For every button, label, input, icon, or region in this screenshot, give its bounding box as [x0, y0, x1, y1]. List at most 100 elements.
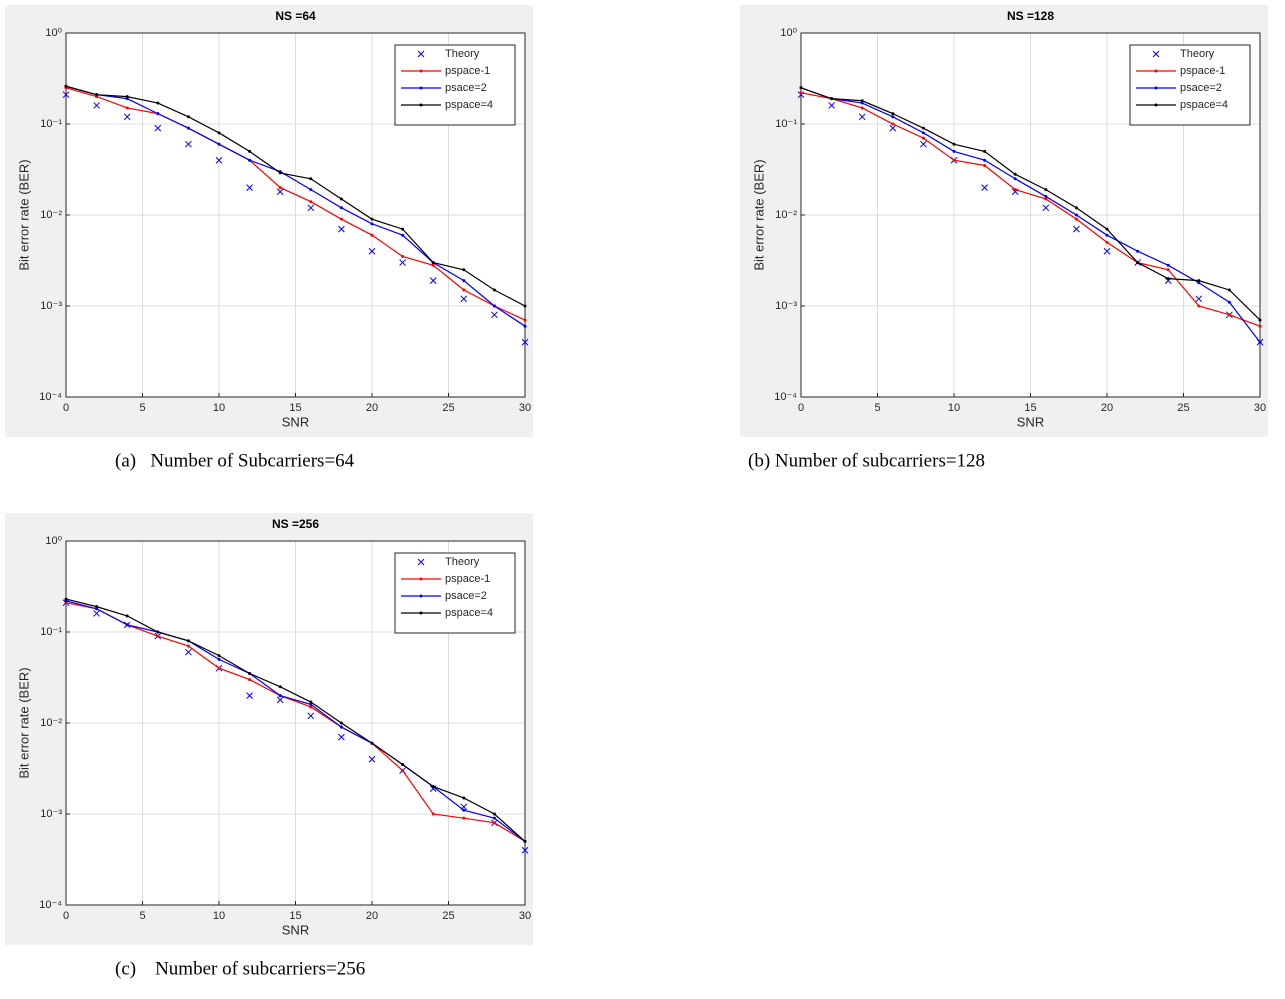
data-point: [217, 666, 221, 670]
data-point: [1013, 177, 1017, 181]
legend-swatch: [417, 50, 425, 58]
data-point: [1105, 227, 1109, 231]
legend-label: Theory: [445, 48, 480, 60]
x-tick-label: 25: [1177, 402, 1189, 414]
data-point: [860, 101, 864, 105]
data-point: [307, 712, 315, 720]
legend-swatch: [419, 86, 423, 90]
chart: 0 5 10 15 20 25 30 10⁻⁴ 10⁻³ 10⁻² 10⁻¹ 10⁰ NS =64 SNR…: [5, 5, 533, 437]
data-point: [93, 610, 100, 617]
legend-swatch: [419, 577, 423, 581]
legend-swatch: [419, 611, 423, 615]
data-point: [492, 812, 496, 816]
legend-label: pspace-1: [445, 65, 490, 77]
data-point: [399, 259, 406, 266]
legend-label: pspace=4: [445, 607, 493, 619]
plot-frame: [65, 32, 526, 398]
data-point: [462, 796, 466, 800]
figure-caption: (a) Number of Subcarriers=64: [115, 450, 355, 471]
legend-swatch: [419, 103, 423, 107]
data-point: [1103, 247, 1111, 255]
y-tick-label: 10⁻¹: [40, 626, 62, 638]
y-tick-label: 10⁻²: [775, 209, 797, 221]
data-point: [278, 186, 282, 190]
data-point: [1042, 204, 1050, 212]
legend-label: psace=2: [1180, 82, 1222, 94]
data-point: [1166, 263, 1170, 267]
x-tick-label: 5: [874, 402, 880, 414]
x-tick-label: 20: [1101, 402, 1113, 414]
x-tick-label: 10: [213, 910, 225, 922]
figure-caption: (c) Number of subcarriers=256: [115, 958, 365, 979]
series-line: [800, 87, 1261, 343]
data-point: [368, 247, 376, 255]
data-point: [1074, 217, 1078, 221]
legend-swatch: [1154, 86, 1158, 90]
data-point: [339, 206, 343, 210]
data-point: [952, 158, 956, 162]
x-axis-label: SNR: [282, 414, 309, 429]
x-tick-label: 10: [213, 402, 225, 414]
data-point: [309, 177, 313, 181]
data-point: [1105, 240, 1109, 244]
series-line: [800, 92, 1261, 327]
legend-swatch: [417, 558, 425, 566]
x-tick-label: 15: [289, 402, 301, 414]
data-point: [1044, 197, 1048, 201]
data-point: [983, 149, 987, 153]
data-point: [1013, 172, 1017, 176]
data-point: [981, 184, 988, 191]
data-point: [215, 156, 223, 164]
data-point: [1044, 188, 1048, 192]
chart: 0 5 10 15 20 25 30 10⁻⁴ 10⁻³ 10⁻² 10⁻¹ 10⁰ NS =128 SN…: [740, 5, 1268, 437]
data-point: [278, 685, 282, 689]
x-tick-label: 25: [442, 910, 454, 922]
y-tick-label: 10⁻⁴: [39, 899, 62, 911]
chart: 0 5 10 15 20 25 30 10⁻⁴ 10⁻³ 10⁻² 10⁻¹ 10⁰ NS =256 SN…: [5, 513, 533, 945]
data-point: [62, 91, 70, 99]
data-point: [521, 338, 529, 346]
x-tick-label: 25: [442, 402, 454, 414]
data-point: [1074, 213, 1078, 217]
data-point: [462, 268, 466, 272]
data-point: [276, 696, 284, 704]
data-point: [858, 113, 866, 121]
data-point: [156, 634, 160, 638]
series-line: [65, 602, 526, 842]
data-point: [339, 217, 343, 221]
data-point: [154, 124, 162, 132]
x-tick-label: 0: [798, 402, 804, 414]
data-point: [278, 694, 282, 698]
data-point: [1044, 194, 1048, 198]
legend-box: [1129, 44, 1251, 126]
data-point: [431, 785, 435, 789]
data-point: [491, 311, 498, 319]
data-point: [217, 654, 221, 658]
data-point: [186, 115, 190, 119]
data-point: [1197, 304, 1201, 308]
data-point: [309, 700, 313, 704]
x-tick-label: 30: [519, 910, 531, 922]
y-tick-label: 10⁻⁴: [774, 391, 797, 403]
data-point: [338, 733, 345, 741]
legend-label: pspace=4: [445, 99, 493, 111]
data-point: [431, 812, 435, 816]
legend-swatch: [1154, 103, 1158, 107]
data-point: [339, 725, 343, 729]
y-tick-label: 10⁻⁴: [39, 391, 62, 403]
data-point: [492, 288, 496, 292]
legend-label: Theory: [445, 556, 480, 568]
data-point: [492, 821, 496, 825]
data-point: [1258, 324, 1262, 328]
legend-label: psace=2: [445, 590, 487, 602]
legend-swatch: [419, 594, 423, 598]
series-line: [65, 87, 526, 321]
data-point: [921, 126, 925, 130]
data-point: [307, 204, 315, 212]
series-line: [800, 87, 1261, 321]
data-point: [1074, 206, 1078, 210]
data-point: [429, 785, 437, 792]
x-tick-label: 30: [519, 402, 531, 414]
data-point: [1195, 295, 1203, 303]
